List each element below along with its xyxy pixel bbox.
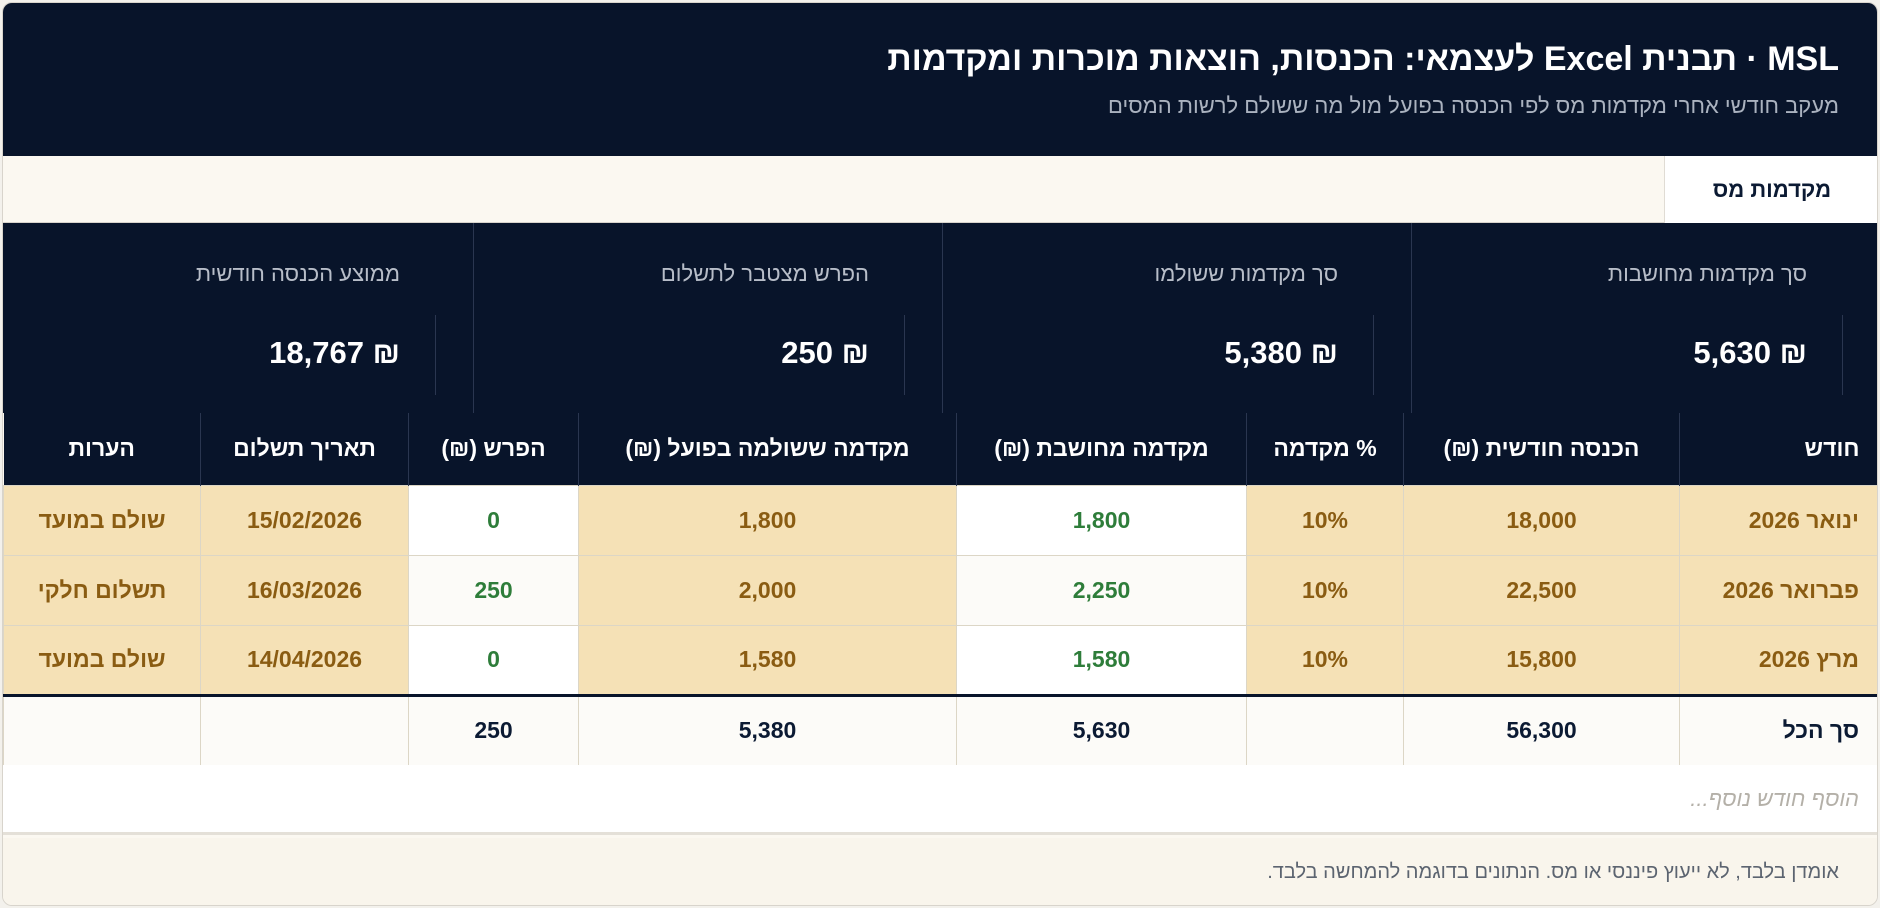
page-subtitle: מעקב חודשי אחרי מקדמות מס לפי הכנסה בפוע… (1108, 93, 1839, 118)
cell-total-notes (3, 693, 201, 766)
summary-value: ₪ 18,767 (269, 335, 400, 370)
card-divider (435, 315, 436, 395)
add-month-placeholder: הוסף חודש נוסף... (1690, 785, 1859, 811)
cell-calculated[interactable]: 1,800 (956, 484, 1247, 556)
cell-total-date (200, 693, 409, 766)
cell-notes[interactable]: שולם במועד (3, 484, 201, 556)
cell-notes[interactable]: תשלום חלקי (3, 554, 201, 626)
cell-paid[interactable]: 2,000 (578, 554, 957, 626)
table-row: פברואר 2026 22,500 10% 2,250 2,000 250 1… (3, 554, 1877, 626)
summary-label: הפרש מצטבר לתשלום (660, 261, 869, 286)
summary-label: ממוצע הכנסה חודשית (195, 261, 400, 286)
table-header-row: חודש הכנסה חודשית (₪) % מקדמה מקדמה מחוש… (3, 413, 1877, 485)
add-month-row[interactable]: הוסף חודש נוסף... (3, 765, 1877, 835)
card-divider (904, 315, 905, 395)
cell-payment-date[interactable]: 16/03/2026 (200, 554, 409, 626)
column-header-payment-date[interactable]: תאריך תשלום (200, 413, 409, 485)
tab-tax-advances[interactable]: מקדמות מס (1664, 156, 1877, 223)
cell-paid[interactable]: 1,800 (578, 484, 957, 556)
cell-total-percent (1246, 693, 1404, 766)
summary-value: ₪ 5,380 (1224, 335, 1338, 370)
disclaimer-text: אומדן בלבד, לא ייעוץ פיננסי או מס. הנתונ… (1267, 861, 1839, 883)
cell-month[interactable]: ינואר 2026 (1679, 484, 1877, 556)
cell-total-difference: 250 (408, 693, 579, 766)
cell-percent[interactable]: 10% (1246, 484, 1404, 556)
cell-paid[interactable]: 1,580 (578, 624, 957, 696)
page-header: MSL · תבנית Excel לעצמאי: הכנסות, הוצאות… (3, 3, 1877, 156)
cell-difference[interactable]: 250 (408, 554, 579, 626)
column-header-month[interactable]: חודש (1679, 413, 1877, 485)
column-header-income[interactable]: הכנסה חודשית (₪) (1403, 413, 1680, 485)
cell-notes[interactable]: שולם במועד (3, 624, 201, 696)
cell-calculated[interactable]: 2,250 (956, 554, 1247, 626)
card-divider (1842, 315, 1843, 395)
footer-disclaimer: אומדן בלבד, לא ייעוץ פיננסי או מס. הנתונ… (3, 838, 1877, 905)
table-row: ינואר 2026 18,000 10% 1,800 1,800 0 15/0… (3, 484, 1877, 556)
cell-month[interactable]: מרץ 2026 (1679, 624, 1877, 696)
summary-cards: סך מקדמות מחושבות ₪ 5,630 סך מקדמות ששול… (3, 223, 1877, 413)
summary-card-difference: הפרש מצטבר לתשלום ₪ 250 (473, 223, 941, 413)
summary-label: סך מקדמות מחושבות (1607, 261, 1807, 286)
cell-total-label: סך הכל (1679, 693, 1877, 766)
cell-income[interactable]: 22,500 (1403, 554, 1680, 626)
cell-total-calculated: 5,630 (956, 693, 1247, 766)
table-total-row: סך הכל 56,300 5,630 5,380 250 (3, 693, 1877, 766)
summary-value: ₪ 250 (781, 335, 869, 370)
column-header-paid[interactable]: מקדמה ששולמה בפועל (₪) (578, 413, 957, 485)
cell-total-paid: 5,380 (578, 693, 957, 766)
summary-value: ₪ 5,630 (1693, 335, 1807, 370)
column-header-notes[interactable]: הערות (3, 413, 201, 485)
summary-label: סך מקדמות ששולמו (1154, 261, 1338, 286)
cell-payment-date[interactable]: 14/04/2026 (200, 624, 409, 696)
cell-income[interactable]: 15,800 (1403, 624, 1680, 696)
cell-difference[interactable]: 0 (408, 484, 579, 556)
cell-month[interactable]: פברואר 2026 (1679, 554, 1877, 626)
cell-difference[interactable]: 0 (408, 624, 579, 696)
cell-percent[interactable]: 10% (1246, 554, 1404, 626)
cell-payment-date[interactable]: 15/02/2026 (200, 484, 409, 556)
summary-card-calculated: סך מקדמות מחושבות ₪ 5,630 (1411, 223, 1877, 413)
cell-income[interactable]: 18,000 (1403, 484, 1680, 556)
cell-total-income: 56,300 (1403, 693, 1680, 766)
column-header-percent[interactable]: % מקדמה (1246, 413, 1404, 485)
table-row: מרץ 2026 15,800 10% 1,580 1,580 0 14/04/… (3, 624, 1877, 696)
summary-card-average-income: ממוצע הכנסה חודשית ₪ 18,767 (4, 223, 472, 413)
card-divider (1373, 315, 1374, 395)
column-header-difference[interactable]: הפרש (₪) (408, 413, 579, 485)
summary-card-paid: סך מקדמות ששולמו ₪ 5,380 (942, 223, 1410, 413)
sheet-tab-bar: מקדמות מס (3, 156, 1877, 223)
cell-percent[interactable]: 10% (1246, 624, 1404, 696)
advances-table: חודש הכנסה חודשית (₪) % מקדמה מקדמה מחוש… (3, 413, 1877, 766)
cell-calculated[interactable]: 1,580 (956, 624, 1247, 696)
column-header-calculated[interactable]: מקדמה מחושבת (₪) (956, 413, 1247, 485)
page-title: MSL · תבנית Excel לעצמאי: הכנסות, הוצאות… (887, 40, 1839, 78)
